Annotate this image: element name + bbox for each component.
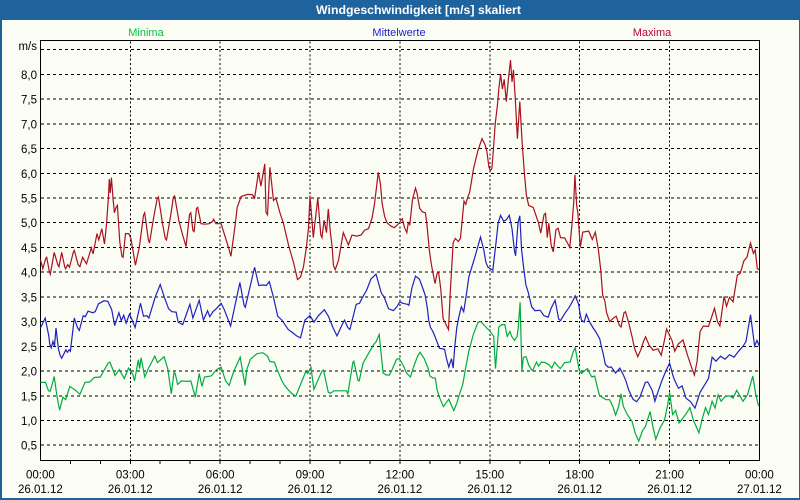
svg-text:26.01.12: 26.01.12 <box>557 484 602 496</box>
svg-text:5,5: 5,5 <box>21 194 37 206</box>
svg-text:7,5: 7,5 <box>21 95 37 107</box>
svg-text:0,5: 0,5 <box>21 441 37 453</box>
svg-text:21:00: 21:00 <box>655 470 684 482</box>
svg-text:Minima: Minima <box>128 27 164 39</box>
svg-text:7,0: 7,0 <box>21 119 37 131</box>
svg-text:18:00: 18:00 <box>565 470 594 482</box>
svg-text:6,5: 6,5 <box>21 144 37 156</box>
svg-text:3,0: 3,0 <box>21 317 37 329</box>
svg-text:Maxima: Maxima <box>633 27 672 39</box>
svg-text:26.01.12: 26.01.12 <box>467 484 512 496</box>
svg-text:6,0: 6,0 <box>21 169 37 181</box>
svg-text:26.01.12: 26.01.12 <box>198 484 243 496</box>
svg-text:09:00: 09:00 <box>296 470 325 482</box>
svg-text:1,5: 1,5 <box>21 391 37 403</box>
svg-text:15:00: 15:00 <box>475 470 504 482</box>
svg-text:00:00: 00:00 <box>26 470 55 482</box>
svg-text:12:00: 12:00 <box>386 470 415 482</box>
svg-text:00:00: 00:00 <box>745 470 774 482</box>
svg-text:26.01.12: 26.01.12 <box>288 484 333 496</box>
svg-text:06:00: 06:00 <box>206 470 235 482</box>
svg-text:26.01.12: 26.01.12 <box>378 484 423 496</box>
svg-text:26.01.12: 26.01.12 <box>18 484 63 496</box>
svg-text:2,5: 2,5 <box>21 342 37 354</box>
svg-text:4,5: 4,5 <box>21 243 37 255</box>
svg-text:27.01.12: 27.01.12 <box>737 484 782 496</box>
svg-text:5,0: 5,0 <box>21 218 37 230</box>
svg-text:8,0: 8,0 <box>21 70 37 82</box>
svg-text:4,0: 4,0 <box>21 268 37 280</box>
svg-text:26.01.12: 26.01.12 <box>647 484 692 496</box>
svg-text:3,5: 3,5 <box>21 292 37 304</box>
svg-text:Mittelwerte: Mittelwerte <box>372 27 425 39</box>
svg-text:2,0: 2,0 <box>21 367 37 379</box>
svg-text:1,0: 1,0 <box>21 416 37 428</box>
svg-text:m/s: m/s <box>18 41 37 53</box>
svg-text:03:00: 03:00 <box>116 470 145 482</box>
svg-text:26.01.12: 26.01.12 <box>108 484 153 496</box>
